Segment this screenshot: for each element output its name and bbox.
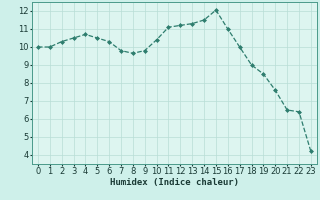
X-axis label: Humidex (Indice chaleur): Humidex (Indice chaleur) — [110, 178, 239, 187]
